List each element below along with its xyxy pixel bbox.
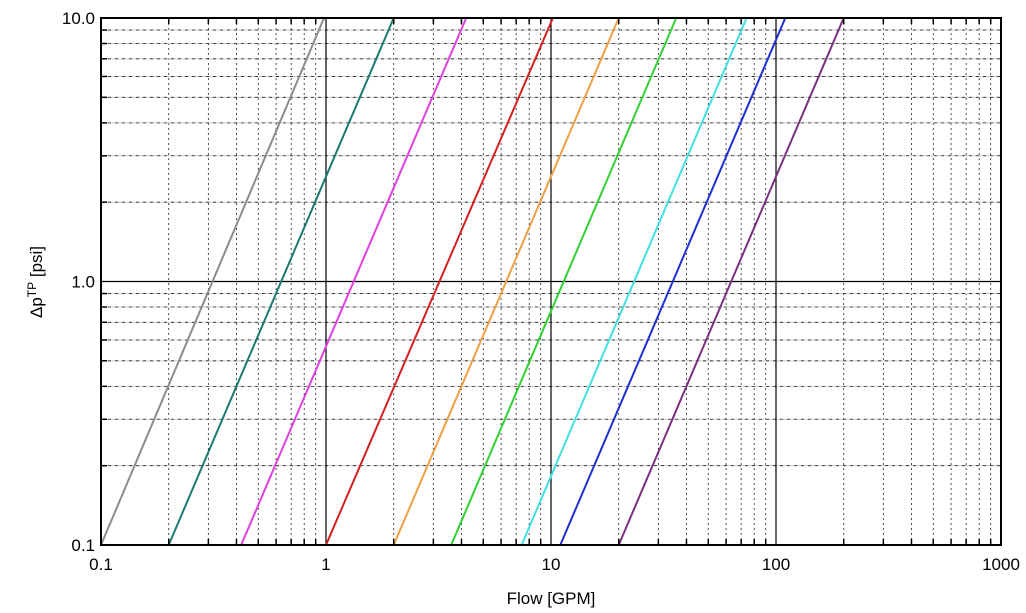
y-axis-title-main: Δp	[27, 297, 46, 318]
plot-frame	[100, 17, 1002, 546]
series-line-3	[240, 17, 468, 546]
grid-major	[101, 18, 1001, 545]
series-line-1	[100, 17, 325, 546]
y-axis-title: ΔpTP [psi]	[25, 246, 46, 318]
y-axis-title-sup: TP	[25, 282, 39, 297]
x-axis-title: Flow [GPM]	[507, 589, 596, 608]
series-line-2	[167, 17, 395, 546]
y-tick-label: 0.1	[71, 536, 95, 555]
y-axis-title-suffix: [psi]	[27, 246, 46, 282]
x-tick-label: 10	[542, 555, 561, 574]
tick-labels: 0.1 1 10 100 1000 0.1 1.0 10.0	[62, 9, 1020, 574]
y-tick-label: 1.0	[71, 273, 95, 292]
series-layer	[100, 17, 845, 546]
x-tick-label: 100	[762, 555, 790, 574]
series-line-8	[559, 17, 787, 546]
series-line-4	[325, 17, 554, 546]
series-line-5	[392, 17, 620, 546]
y-tick-label: 10.0	[62, 9, 95, 28]
x-tick-label: 0.1	[89, 555, 113, 574]
series-line-9	[617, 17, 845, 546]
x-tick-label: 1000	[982, 555, 1020, 574]
axis-ticks	[101, 18, 992, 545]
x-tick-label: 1	[321, 555, 330, 574]
series-line-6	[450, 17, 678, 546]
series-line-7	[520, 17, 748, 546]
